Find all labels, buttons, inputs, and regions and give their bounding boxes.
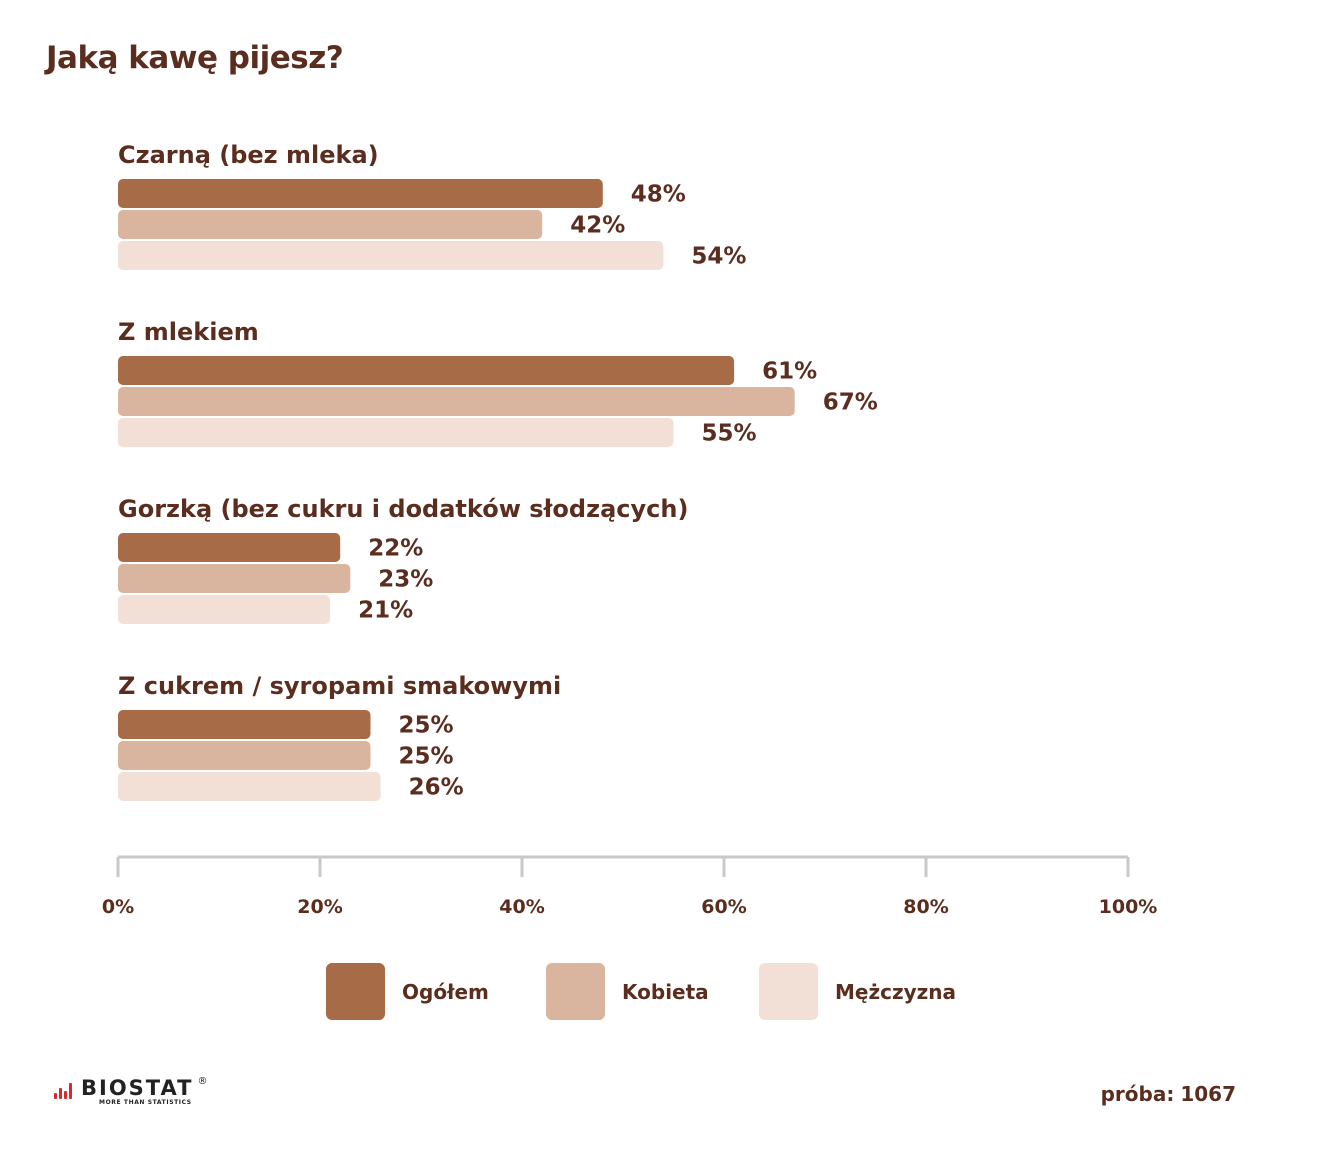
x-tick-label: 60%	[701, 896, 746, 918]
brand-name: BIOSTAT ®	[81, 1076, 208, 1100]
bar-kobieta-1	[118, 210, 543, 239]
category-label: Gorzką (bez cukru i dodatków słodzących)	[118, 495, 688, 523]
bar-kobieta-2	[118, 387, 795, 416]
value-label: 61%	[762, 359, 817, 385]
bar-mężczyzna-1	[118, 241, 664, 270]
category-label: Czarną (bez mleka)	[118, 141, 379, 169]
bar-ogółem-4	[118, 710, 371, 739]
bar-ogółem-3	[118, 533, 341, 562]
legend-swatch-kobieta	[546, 963, 605, 1020]
bar-ogółem-2	[118, 356, 735, 385]
brand-tagline: MORE THAN STATISTICS	[99, 1099, 192, 1106]
x-tick-label: 40%	[499, 896, 544, 918]
value-label: 55%	[702, 421, 757, 447]
legend-label: Ogółem	[402, 980, 489, 1004]
category-label: Z cukrem / syropami smakowymi	[118, 672, 561, 700]
sample-value: 1067	[1180, 1082, 1236, 1106]
chart-title: Jaką kawę pijesz?	[46, 40, 344, 76]
value-label: 23%	[378, 567, 433, 593]
legend-label: Kobieta	[622, 980, 709, 1004]
bar-kobieta-4	[118, 741, 371, 770]
bar-chart-logo-icon	[54, 1077, 76, 1099]
value-label: 25%	[399, 744, 454, 770]
value-label: 42%	[570, 213, 625, 239]
x-tick-label: 20%	[297, 896, 342, 918]
bar-kobieta-3	[118, 564, 351, 593]
bar-mężczyzna-4	[118, 772, 381, 801]
value-label: 54%	[691, 244, 746, 270]
value-label: 26%	[409, 775, 464, 801]
legend-label: Mężczyzna	[835, 980, 956, 1004]
bar-mężczyzna-2	[118, 418, 674, 447]
bar-ogółem-1	[118, 179, 603, 208]
x-tick-label: 80%	[903, 896, 948, 918]
value-label: 21%	[358, 598, 413, 624]
sample-size: próba: 1067	[1101, 1082, 1236, 1106]
value-label: 67%	[823, 390, 878, 416]
biostat-logo: BIOSTAT ® MORE THAN STATISTICS	[54, 1076, 208, 1106]
bar-mężczyzna-3	[118, 595, 331, 624]
category-label: Z mlekiem	[118, 318, 259, 346]
value-label: 48%	[631, 182, 686, 208]
legend-swatch-mężczyzna	[759, 963, 818, 1020]
value-label: 25%	[399, 713, 454, 739]
x-tick-label: 100%	[1099, 896, 1158, 918]
legend-swatch-ogółem	[326, 963, 385, 1020]
value-label: 22%	[368, 536, 423, 562]
sample-label: próba:	[1100, 1082, 1175, 1106]
x-tick-label: 0%	[102, 896, 134, 918]
